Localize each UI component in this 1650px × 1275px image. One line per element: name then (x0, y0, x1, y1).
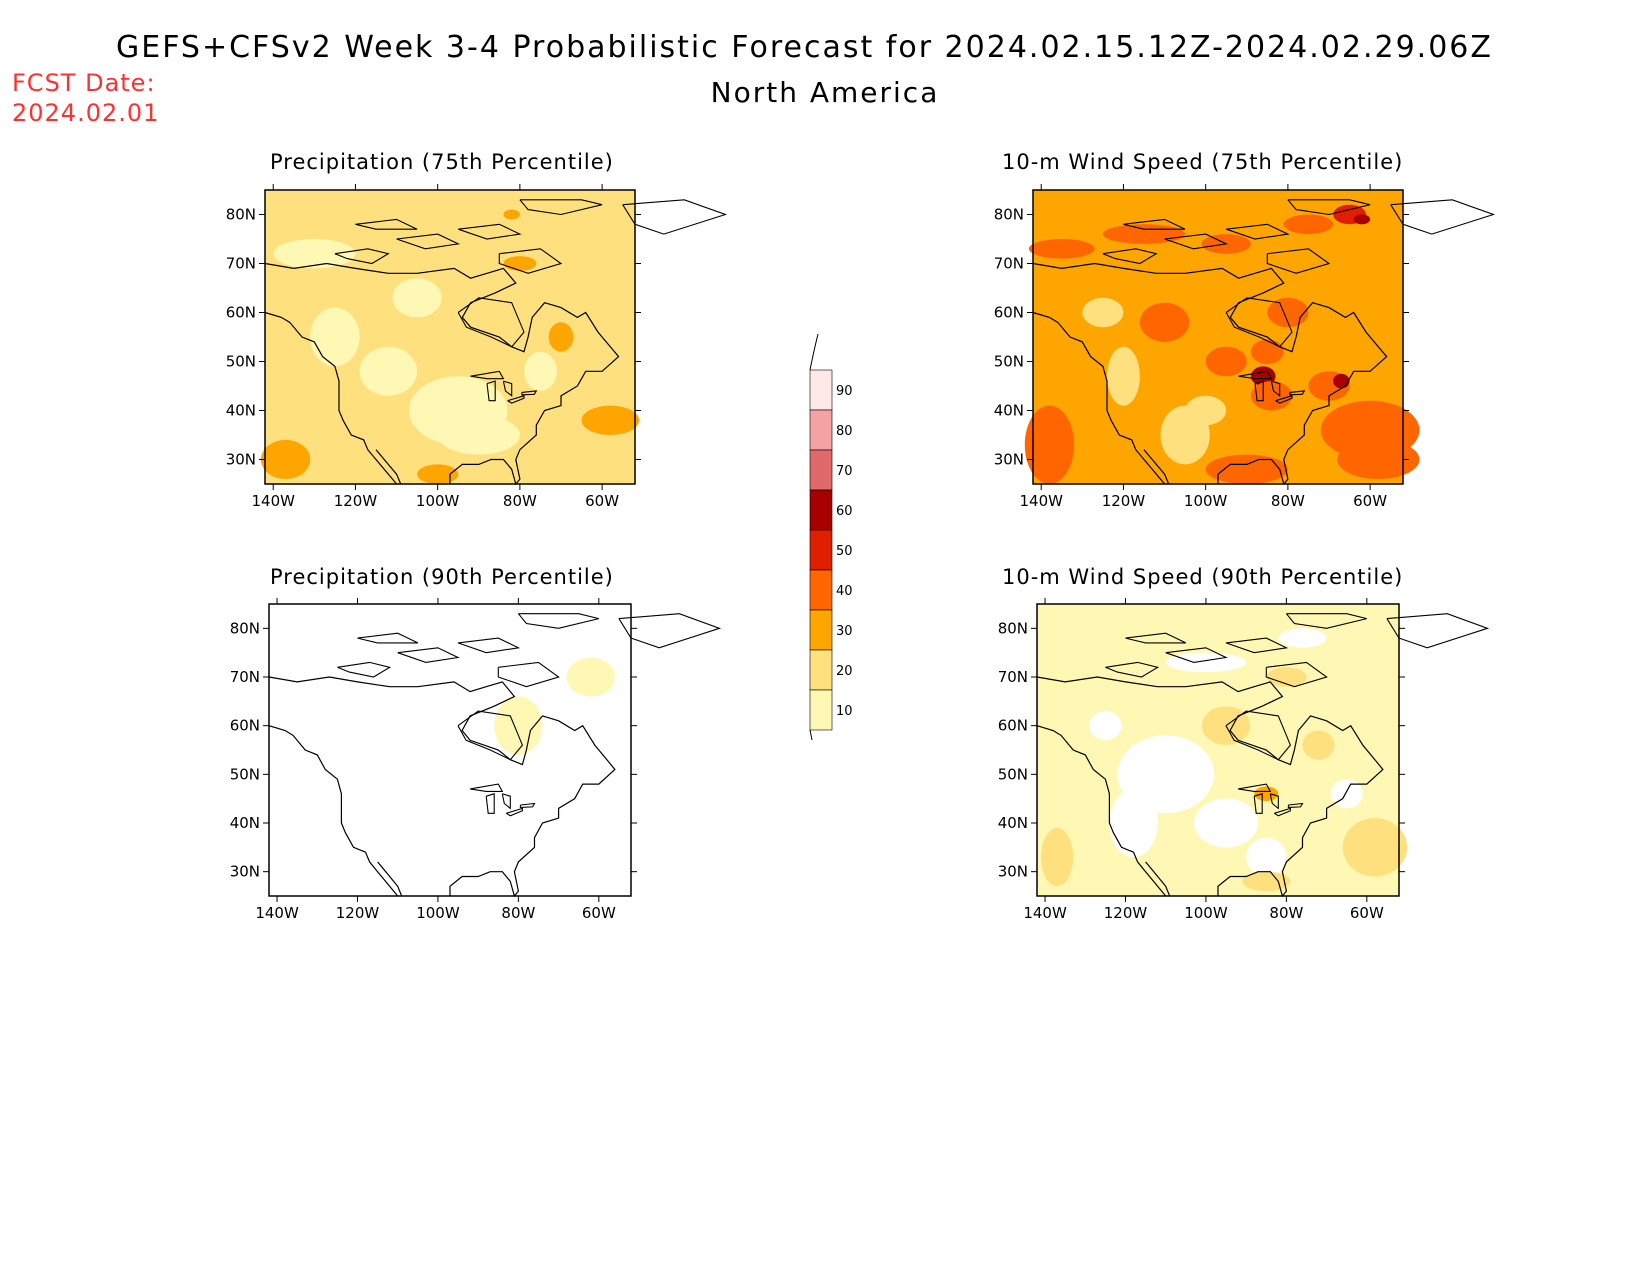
colorbar-label: 40 (836, 584, 853, 599)
lat-label: 50N (998, 765, 1028, 783)
colorbar-label: 80 (836, 424, 853, 439)
lon-label: 80W (501, 904, 535, 922)
panel-title-wind75: 10-m Wind Speed (75th Percentile) (1002, 150, 1404, 174)
colorbar-swatch (809, 689, 833, 731)
colorbar-label: 60 (836, 504, 853, 519)
lat-label: 30N (226, 451, 256, 469)
lat-label: 80N (998, 619, 1028, 637)
lat-label: 40N (226, 402, 256, 420)
lon-label: 60W (582, 904, 616, 922)
colorbar-swatch (809, 449, 833, 491)
lat-label: 30N (994, 451, 1024, 469)
colorbar-swatch (809, 569, 833, 611)
colorbar-label: 30 (836, 624, 853, 639)
lon-label: 60W (1353, 492, 1387, 510)
lat-label: 80N (226, 206, 256, 224)
lon-label: 140W (251, 492, 295, 510)
panel-title-precip90: Precipitation (90th Percentile) (270, 565, 614, 589)
lon-label: 120W (1102, 492, 1146, 510)
lat-label: 80N (994, 206, 1024, 224)
map-wind90: 80N 70N 60N 50N 40N 30N 140W 120W 100W 80W 60W (998, 598, 1490, 922)
lon-label: 80W (1271, 492, 1305, 510)
forecast-date-label: FCST Date: (12, 69, 156, 97)
lon-label: 120W (336, 904, 380, 922)
lon-label: 120W (1104, 904, 1148, 922)
lon-label: 60W (585, 492, 619, 510)
forecast-date-block: FCST Date: 2024.02.01 (12, 68, 159, 128)
map-precip75: 80N 70N 60N 50N 40N 30N 140W 120W 100W 80W 60W (226, 184, 728, 510)
colorbar: 90 80 70 60 50 40 30 20 10 (809, 333, 853, 740)
lon-label: 100W (1184, 904, 1228, 922)
map-precip90: 80N 70N 60N 50N 40N 30N 140W 120W 100W 80W 60W (230, 598, 722, 922)
lat-label: 60N (998, 717, 1028, 735)
forecast-date-value: 2024.02.01 (12, 99, 160, 127)
lat-label: 60N (994, 304, 1024, 322)
lat-label: 50N (994, 353, 1024, 371)
colorbar-swatch (809, 649, 833, 691)
lon-label: 80W (503, 492, 537, 510)
panel-title-wind90: 10-m Wind Speed (90th Percentile) (1002, 565, 1404, 589)
lat-label: 40N (230, 814, 260, 832)
lat-label: 50N (226, 353, 256, 371)
lon-label: 140W (1019, 492, 1063, 510)
lat-label: 60N (230, 717, 260, 735)
lon-label: 140W (1023, 904, 1067, 922)
panel-title-precip75: Precipitation (75th Percentile) (270, 150, 614, 174)
colorbar-swatch (809, 369, 833, 411)
lat-label: 30N (230, 863, 260, 881)
lon-label: 80W (1269, 904, 1303, 922)
lat-label: 70N (994, 255, 1024, 273)
colorbar-swatch (809, 409, 833, 451)
colorbar-label: 20 (836, 664, 853, 679)
lon-label: 60W (1350, 904, 1384, 922)
lat-label: 70N (226, 255, 256, 273)
lat-label: 80N (230, 619, 260, 637)
map-wind75: 80N 70N 60N 50N 40N 30N 140W 120W 100W 80W 60W (994, 184, 1496, 510)
lat-label: 50N (230, 765, 260, 783)
lon-label: 100W (1184, 492, 1228, 510)
colorbar-swatch (809, 529, 833, 571)
lat-label: 40N (998, 814, 1028, 832)
region-label: North America (710, 76, 940, 109)
colorbar-label: 50 (836, 544, 853, 559)
lat-label: 60N (226, 304, 256, 322)
main-title: GEFS+CFSv2 Week 3-4 Probabilistic Foreca… (116, 30, 1493, 65)
lon-label: 140W (255, 904, 299, 922)
colorbar-label: 70 (836, 464, 853, 479)
colorbar-label: 90 (836, 384, 853, 399)
region-subtitle: North America (0, 76, 1650, 109)
lat-label: 70N (230, 668, 260, 686)
lat-label: 40N (994, 402, 1024, 420)
colorbar-swatch (809, 609, 833, 651)
lon-label: 120W (334, 492, 378, 510)
lat-label: 70N (998, 668, 1028, 686)
colorbar-label: 10 (836, 704, 853, 719)
lon-label: 100W (416, 904, 460, 922)
colorbar-swatch (809, 489, 833, 531)
lon-label: 100W (416, 492, 460, 510)
lat-label: 30N (998, 863, 1028, 881)
